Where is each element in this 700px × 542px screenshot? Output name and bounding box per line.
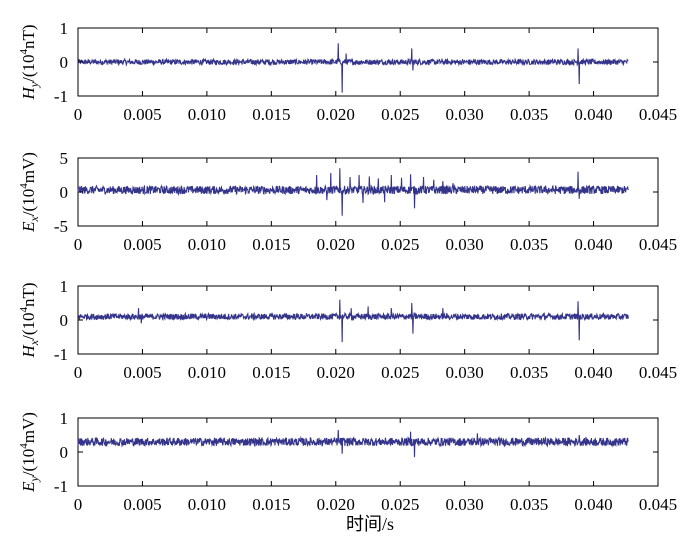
x-tick-label: 0.025	[381, 105, 419, 124]
x-tick-label: 0.020	[317, 235, 355, 254]
x-tick-label: 0.030	[446, 495, 484, 514]
x-tick-label: 0.005	[123, 363, 161, 382]
x-tick-label: 0.030	[446, 105, 484, 124]
y-tick-label: 1	[60, 19, 69, 38]
x-tick-label: 0.040	[574, 105, 612, 124]
x-tick-label: 0.025	[381, 235, 419, 254]
x-tick-label: 0.020	[317, 363, 355, 382]
y-tick-label: 0	[60, 443, 69, 462]
y-tick-label: -1	[54, 345, 68, 364]
x-tick-label: 0	[74, 363, 83, 382]
x-tick-label: 0.025	[381, 495, 419, 514]
y-tick-label: -1	[54, 477, 68, 496]
x-tick-label: 0.030	[446, 235, 484, 254]
x-tick-label: 0.015	[252, 105, 290, 124]
x-tick-label: 0.040	[574, 363, 612, 382]
x-tick-label: 0.015	[252, 495, 290, 514]
y-tick-label: 0	[60, 311, 69, 330]
axes-box	[77, 417, 659, 487]
x-tick-label: 0.025	[381, 363, 419, 382]
x-axis-label: 时间/s	[346, 514, 394, 534]
y-tick-label: 1	[60, 277, 69, 296]
x-tick-label: 0.035	[510, 495, 548, 514]
y-tick-label: 0	[60, 53, 69, 72]
x-tick-label: 0.005	[123, 495, 161, 514]
x-tick-label: 0.030	[446, 363, 484, 382]
y-tick-label: 1	[60, 409, 69, 428]
panel-ex: 5 0 -5 0 0.005 0.010 0.015 0.020 0.025 0.030 0.035…	[18, 149, 677, 254]
signal-line-ey	[77, 429, 629, 458]
y-axis-label: Hy/(104nT)	[18, 24, 41, 100]
x-tick-label: 0.045	[639, 495, 677, 514]
panel-ey: 1 0 -1 0 0.005 0.010 0.015 0.020 0.025 0.030 0.035…	[18, 409, 677, 514]
x-tick-label: 0.020	[317, 105, 355, 124]
panel-hx: 1 0 -1 0 0.005 0.010 0.015 0.020 0.025 0.030 0.035…	[18, 277, 677, 382]
signal-line-hy	[77, 43, 629, 93]
x-tick-label: 0.040	[574, 235, 612, 254]
x-tick-label: 0.010	[188, 495, 226, 514]
y-tick-label: -5	[54, 217, 68, 236]
x-tick-label: 0.015	[252, 235, 290, 254]
x-tick-label: 0	[74, 105, 83, 124]
x-tick-label: 0	[74, 495, 83, 514]
x-tick-label: 0.045	[639, 363, 677, 382]
y-tick-label: 5	[60, 149, 69, 168]
x-tick-label: 0.005	[123, 105, 161, 124]
panel-hy: 1 0 -1 0 0.005 0.010 0.015 0.020 0.025 0.030 0.035…	[18, 19, 677, 124]
x-tick-label: 0.035	[510, 363, 548, 382]
x-tick-label: 0.045	[639, 235, 677, 254]
x-tick-label: 0.010	[188, 105, 226, 124]
x-tick-label: 0.010	[188, 235, 226, 254]
y-tick-label: -1	[54, 87, 68, 106]
signal-line-ex	[77, 168, 629, 216]
y-axis-label: Hx/(104nT)	[18, 282, 41, 358]
x-tick-label: 0.020	[317, 495, 355, 514]
x-tick-label: 0.005	[123, 235, 161, 254]
x-tick-label: 0.010	[188, 363, 226, 382]
x-tick-label: 0.035	[510, 235, 548, 254]
x-tick-label: 0.015	[252, 363, 290, 382]
x-tick-label: 0.045	[639, 105, 677, 124]
y-axis-label: Ey/(104mV)	[18, 412, 41, 493]
x-tick-label: 0.040	[574, 495, 612, 514]
x-tick-label: 0.035	[510, 105, 548, 124]
y-tick-label: 0	[60, 183, 69, 202]
x-tick-label: 0	[74, 235, 83, 254]
y-axis-label: Ex/(104mV)	[18, 152, 41, 233]
signal-line-hx	[77, 299, 629, 343]
